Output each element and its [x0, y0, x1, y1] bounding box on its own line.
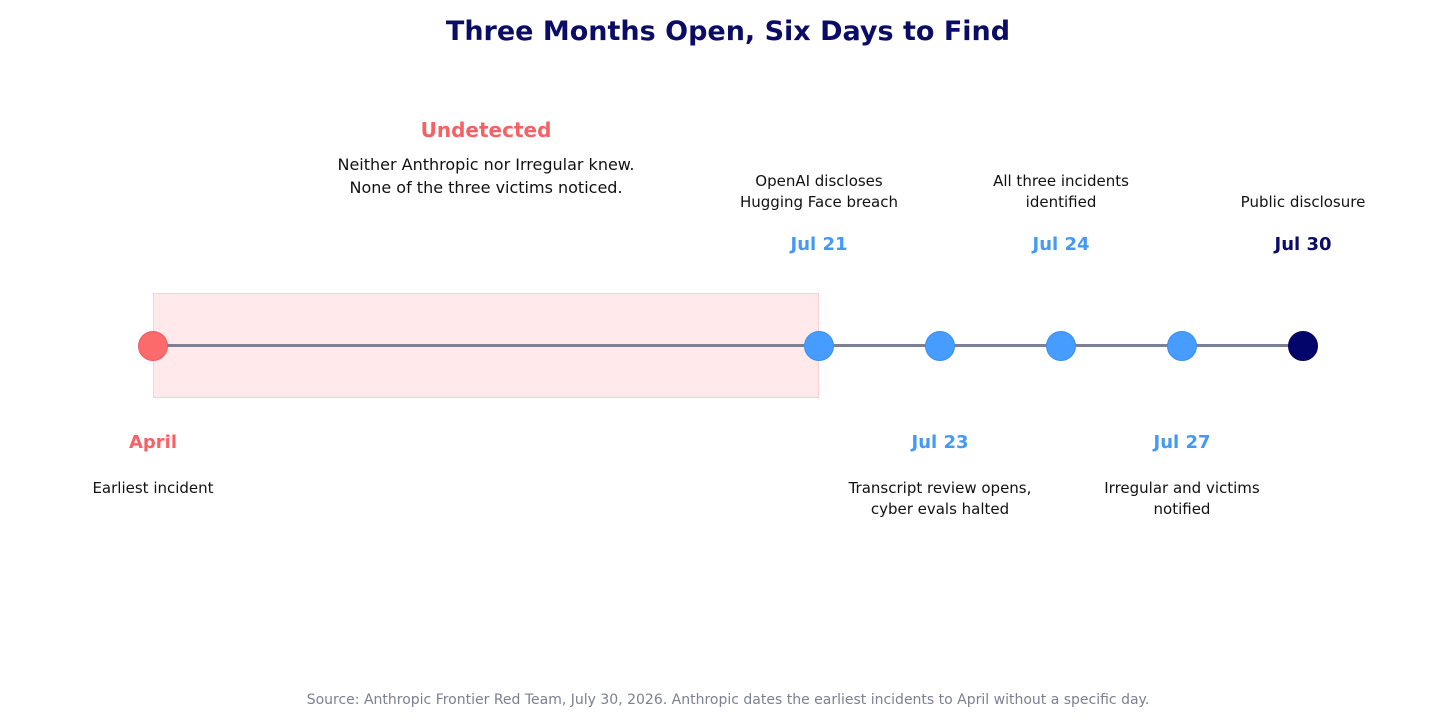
event-date-april: April: [128, 432, 178, 453]
event-desc-line: Transcript review opens,: [848, 479, 1032, 497]
chart-title: Three Months Open, Six Days to Find: [445, 16, 1011, 47]
event-desc-line: OpenAI discloses: [755, 172, 883, 190]
event-desc-jul-30: Public disclosure: [1241, 192, 1366, 213]
event-date-jul-23: Jul 23: [911, 432, 969, 453]
event-marker-jul-27: [1167, 331, 1197, 361]
event-marker-jul-24: [1046, 331, 1076, 361]
undetected-line-1: Neither Anthropic nor Irregular knew.: [337, 155, 635, 174]
event-desc-jul-27: Irregular and victims notified: [1104, 478, 1259, 520]
timeline-axis: [153, 344, 1303, 347]
event-date-jul-30: Jul 30: [1274, 234, 1332, 255]
source-note: Source: Anthropic Frontier Red Team, Jul…: [306, 692, 1150, 708]
event-marker-jul-30: [1288, 331, 1318, 361]
event-desc-line: notified: [1153, 500, 1211, 518]
undetected-line-2: None of the three victims noticed.: [349, 178, 623, 197]
event-desc-jul-24: All three incidents identified: [993, 171, 1129, 213]
event-date-jul-21: Jul 21: [790, 234, 848, 255]
event-date-jul-27: Jul 27: [1153, 432, 1211, 453]
event-desc-april: Earliest incident: [92, 478, 213, 499]
event-desc-jul-21: OpenAI discloses Hugging Face breach: [740, 171, 898, 213]
event-desc-jul-23: Transcript review opens, cyber evals hal…: [849, 478, 1032, 520]
event-desc-line: cyber evals halted: [870, 500, 1010, 518]
event-desc-line: Hugging Face breach: [739, 193, 899, 211]
event-desc-line: identified: [1025, 193, 1097, 211]
event-desc-line: Irregular and victims: [1104, 479, 1260, 497]
event-desc-line: Public disclosure: [1240, 193, 1366, 211]
event-desc-line: Earliest incident: [92, 479, 214, 497]
event-marker-april: [138, 331, 168, 361]
event-marker-jul-21: [804, 331, 834, 361]
undetected-title: Undetected: [420, 118, 552, 142]
event-desc-line: All three incidents: [993, 172, 1129, 190]
event-date-jul-24: Jul 24: [1032, 234, 1090, 255]
event-marker-jul-23: [925, 331, 955, 361]
undetected-description: Neither Anthropic nor Irregular knew. No…: [337, 153, 634, 199]
